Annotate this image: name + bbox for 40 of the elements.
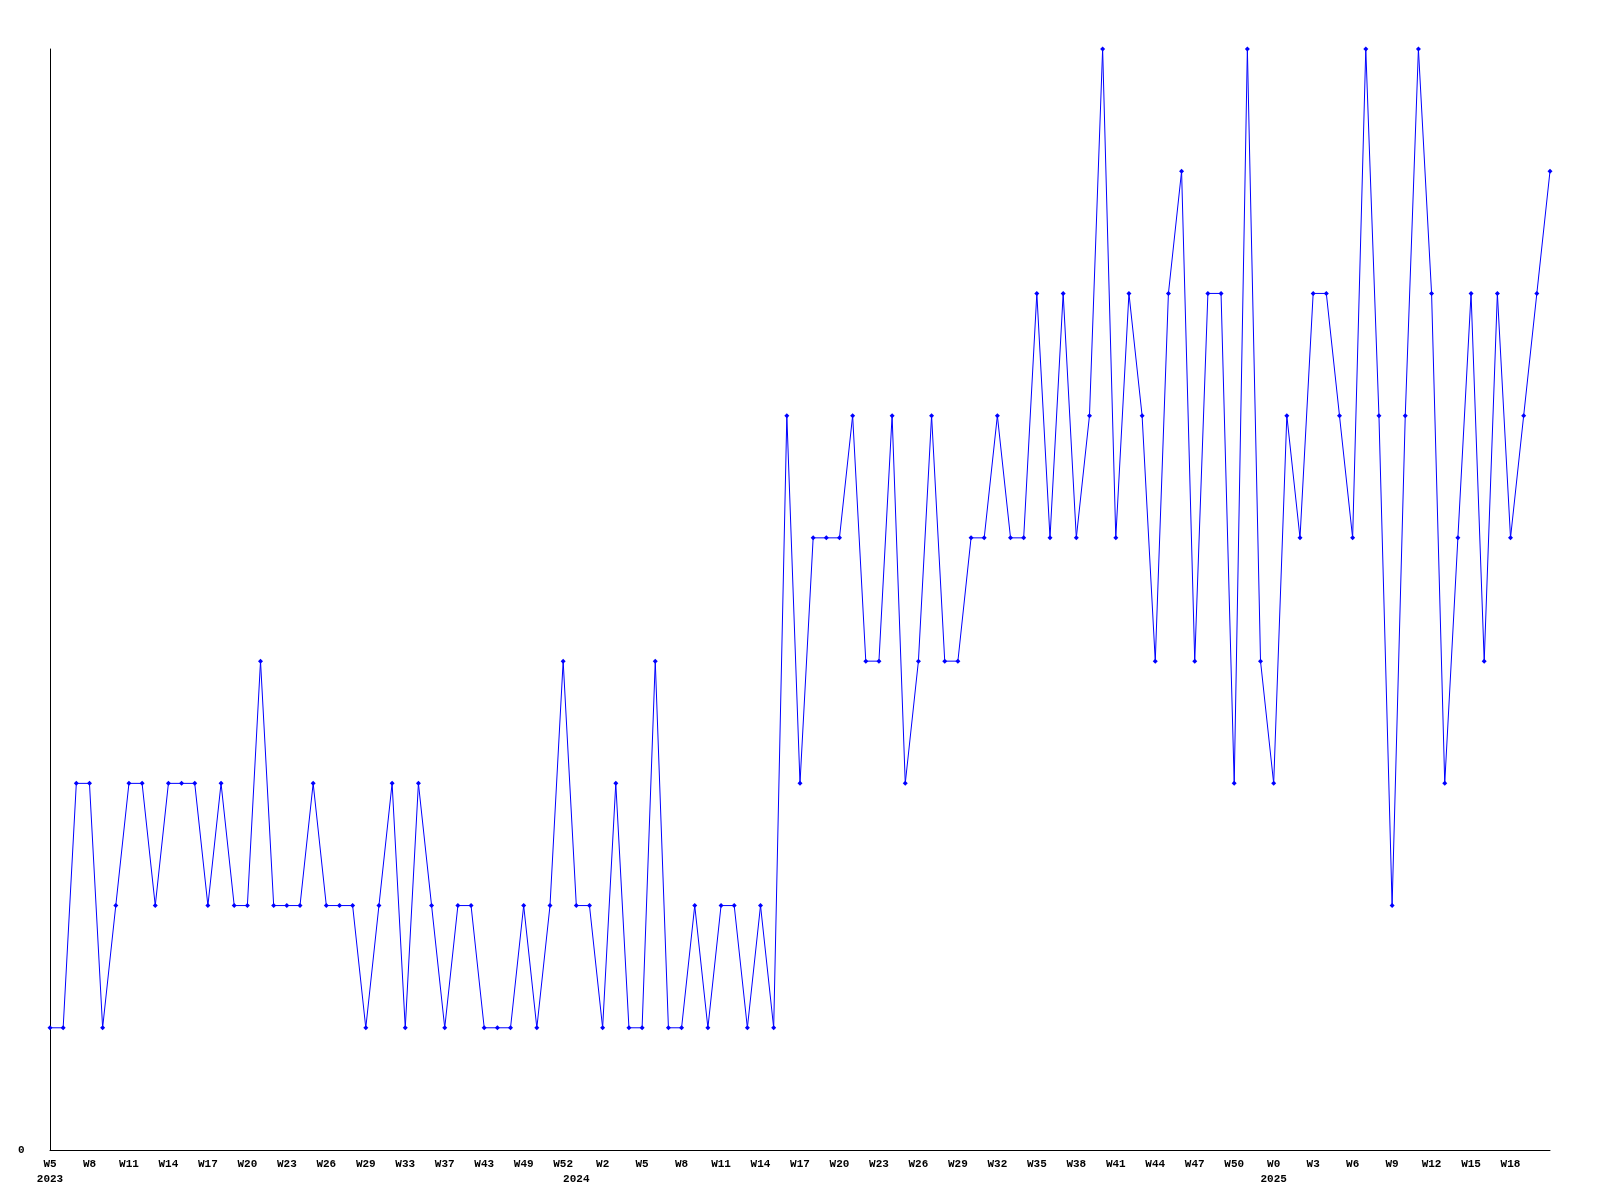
x-tick-label: W14 [750,1157,771,1170]
x-tick-label: W0 2025 [1260,1157,1288,1185]
x-tick-label: W44 [1145,1157,1166,1170]
x-tick-label: W11 [119,1157,140,1170]
x-tick-label: W6 [1346,1157,1360,1170]
x-tick-label: W14 [158,1157,179,1170]
x-tick-label: W17 [197,1157,218,1170]
x-tick-label: W49 [513,1157,534,1170]
text: 0 [18,1143,25,1156]
x-tick-label: W35 [1026,1157,1048,1170]
x-tick-label: W8 [674,1157,689,1170]
x-tick-label: W8 [82,1157,97,1170]
x-tick-label: W5 2023 [36,1157,64,1185]
x-tick-label: W50 [1224,1157,1245,1170]
x-tick-label: W18 [1500,1157,1521,1170]
x-tick-label: W33 [395,1157,416,1170]
x-tick-label: W9 [1385,1157,1399,1170]
x-tick-label: W29 [947,1157,968,1170]
x-tick-label: W32 [987,1157,1008,1170]
x-tick-label: W12 [1421,1157,1442,1170]
x-tick-label: W47 [1184,1157,1205,1170]
x-tick-label: W52 [553,1157,574,1170]
x-tick-label: W23 [869,1157,890,1170]
x-tick-label: W37 [434,1157,455,1170]
x-tick-label: W3 [1306,1157,1321,1170]
x-tick-label: W2 [596,1157,610,1170]
x-tick-label: W26 [316,1157,337,1170]
x-tick-label: W38 [1066,1157,1087,1170]
x-tick-label: W29 [355,1157,376,1170]
x-tick-label: W5 [635,1157,650,1170]
x-tick-label: W11 [711,1157,732,1170]
x-tick-label: 2024 [563,1172,590,1185]
x-tick-label: W26 [908,1157,929,1170]
x-tick-label: W20 [237,1157,258,1170]
x-tick-label: W20 [829,1157,850,1170]
x-tick-label: W17 [790,1157,810,1170]
x-tick-label: W15 [1461,1157,1482,1170]
x-tick-label: W43 [474,1157,495,1170]
x-tick-label: W23 [276,1157,298,1170]
x-tick-label: W41 [1105,1157,1127,1170]
